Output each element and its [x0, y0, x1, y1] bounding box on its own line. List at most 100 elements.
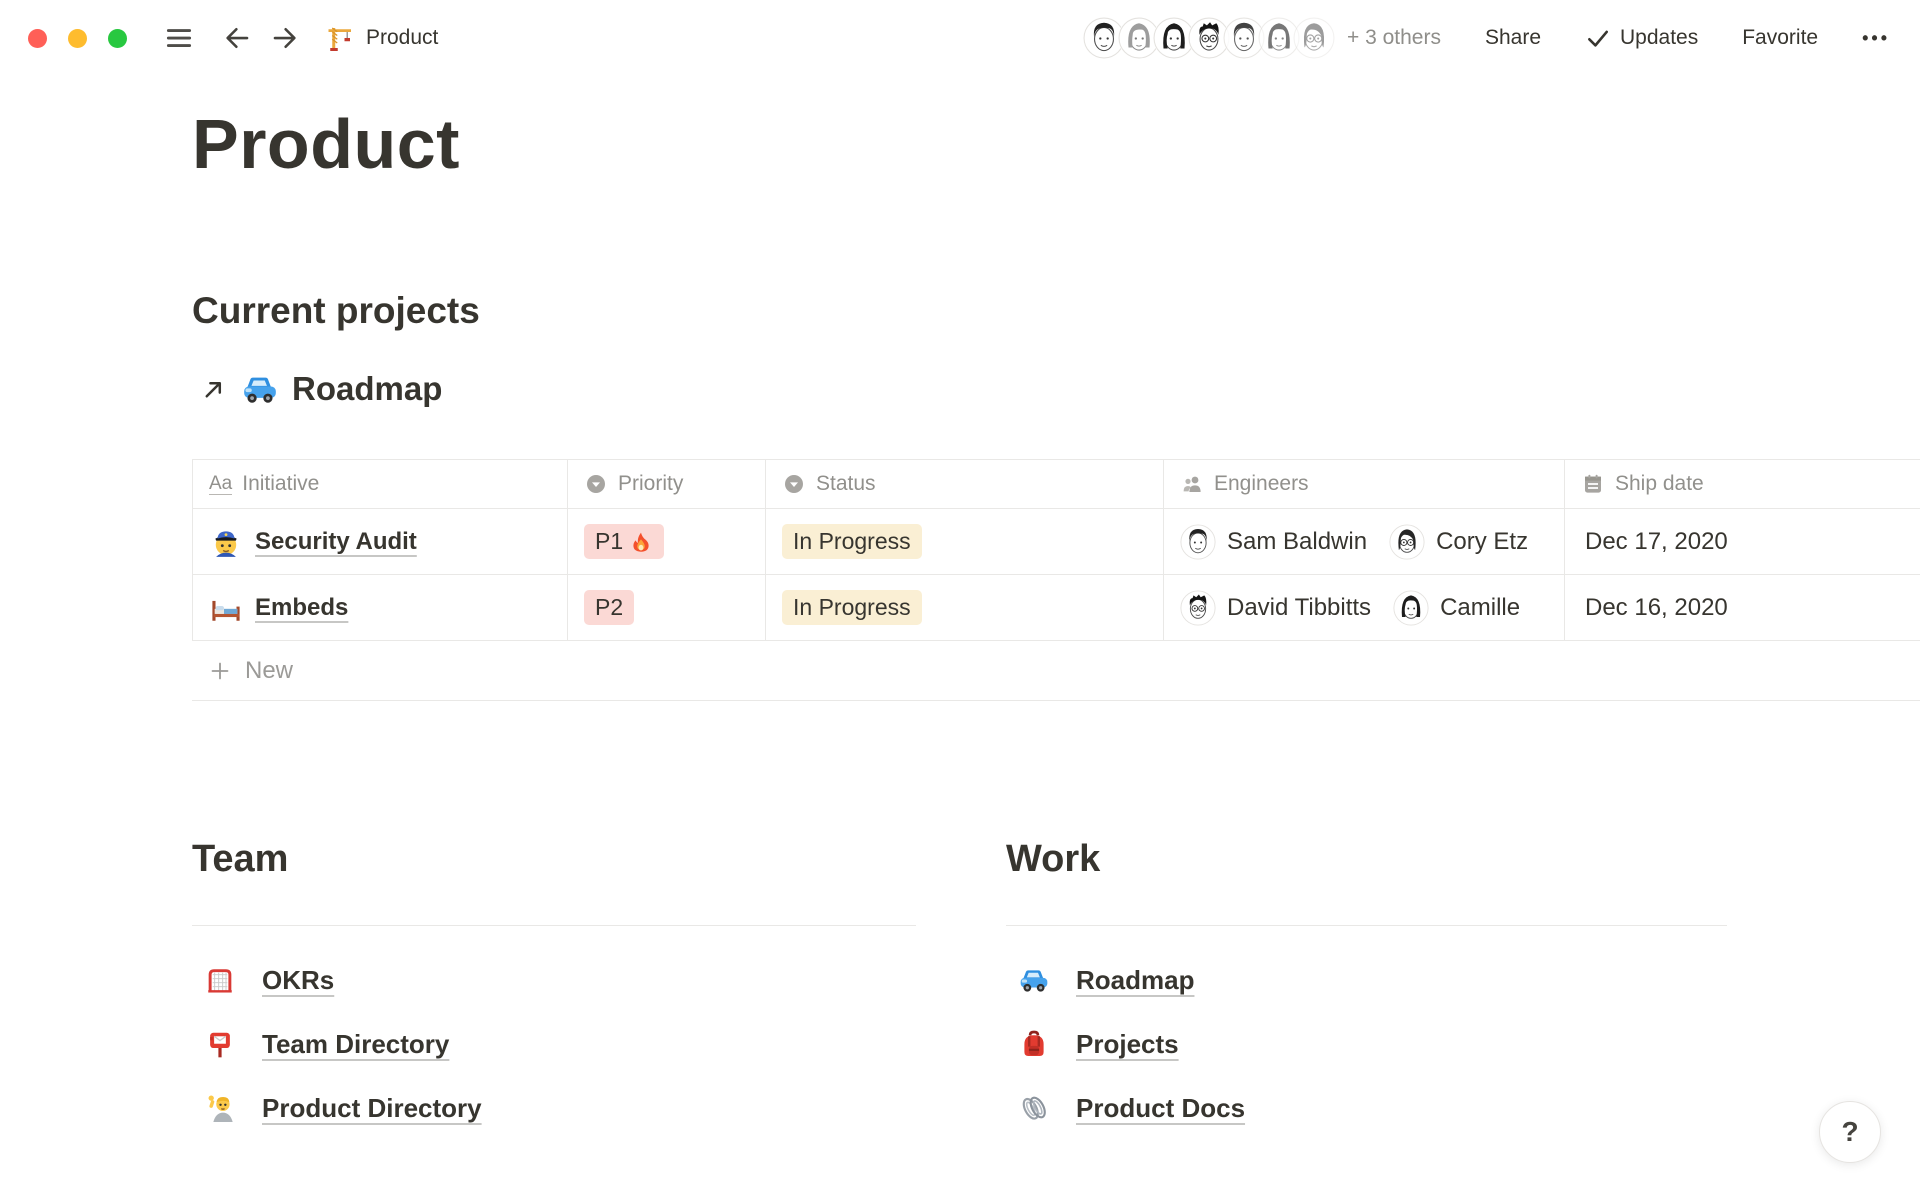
- postbox-icon: [204, 1028, 236, 1060]
- page-link-roadmap[interactable]: Roadmap: [1006, 948, 1727, 1012]
- priority-badge: P2: [584, 590, 635, 625]
- close-window-button[interactable]: [28, 28, 47, 48]
- page-icon-building-construction: [326, 23, 356, 53]
- back-arrow-icon[interactable]: [222, 23, 252, 53]
- avatar: [1292, 17, 1335, 59]
- page-link-label[interactable]: OKRs: [262, 964, 335, 995]
- team-heading: Team: [192, 838, 289, 880]
- person-chip: Sam Baldwin: [1180, 524, 1367, 560]
- fire-icon: [629, 530, 653, 554]
- open-page-arrow-icon: [200, 376, 227, 403]
- zoom-window-button[interactable]: [108, 28, 127, 48]
- database-title[interactable]: Roadmap: [292, 370, 443, 407]
- avatar: [1393, 590, 1429, 626]
- cell-engineers[interactable]: Sam Baldwin Cory Etz: [1164, 509, 1565, 574]
- avatar: [1257, 17, 1300, 59]
- column-header-engineers[interactable]: Engineers: [1164, 460, 1565, 508]
- row-title-link[interactable]: Embeds: [255, 593, 349, 621]
- divider: [192, 925, 916, 926]
- work-section: Work Roadmap Projects Product Docs: [1006, 838, 1727, 1140]
- new-row-button[interactable]: New: [192, 641, 1920, 701]
- table-row-security-audit: Security Audit P1 In Progress Sam Baldwi…: [192, 509, 1920, 575]
- check-icon: [1585, 25, 1611, 51]
- page-title: Product: [192, 105, 460, 183]
- priority-badge: P1: [584, 524, 665, 559]
- team-section: Team OKRs Team Directory Product Directo…: [192, 838, 916, 1140]
- page-link-product-directory[interactable]: Product Directory: [192, 1076, 916, 1140]
- page-link-product-docs[interactable]: Product Docs: [1006, 1076, 1727, 1140]
- share-button[interactable]: Share: [1484, 26, 1542, 49]
- favorite-button[interactable]: Favorite: [1742, 26, 1819, 49]
- police-officer-icon: [209, 525, 243, 559]
- cell-ship-date[interactable]: Dec 16, 2020: [1585, 593, 1728, 621]
- updates-label: Updates: [1620, 26, 1699, 49]
- plus-icon: [208, 659, 232, 683]
- person-chip: Camille: [1393, 590, 1520, 626]
- sidebar-menu-icon[interactable]: [164, 23, 194, 53]
- cell-ship-date[interactable]: Dec 17, 2020: [1585, 527, 1728, 555]
- page-link-team-directory[interactable]: Team Directory: [192, 1012, 916, 1076]
- person-name: David Tibbitts: [1227, 593, 1372, 621]
- cell-status[interactable]: In Progress: [766, 575, 1164, 640]
- people-property-icon: [1180, 472, 1204, 496]
- column-label: Priority: [618, 472, 684, 495]
- person-chip: Cory Etz: [1389, 524, 1528, 560]
- avatar: [1180, 590, 1216, 626]
- breadcrumb-page-title[interactable]: Product: [366, 26, 439, 49]
- collaborator-avatar-stack[interactable]: [1082, 17, 1335, 59]
- cell-initiative[interactable]: Embeds: [193, 575, 568, 640]
- page-link-label[interactable]: Product Directory: [262, 1092, 482, 1123]
- text-property-icon: Aa: [209, 472, 233, 495]
- column-label: Status: [816, 472, 876, 495]
- roadmap-table: Aa Initiative Priority Status Engineers …: [192, 459, 1920, 701]
- page-link-okrs[interactable]: OKRs: [192, 948, 916, 1012]
- status-badge: In Progress: [782, 524, 922, 559]
- column-header-priority[interactable]: Priority: [568, 460, 766, 508]
- column-header-initiative[interactable]: Aa Initiative: [193, 460, 568, 508]
- page-link-label[interactable]: Product Docs: [1076, 1092, 1246, 1123]
- cell-status[interactable]: In Progress: [766, 509, 1164, 574]
- person-chip: David Tibbitts: [1180, 590, 1371, 626]
- help-button[interactable]: ?: [1819, 1101, 1881, 1163]
- avatar: [1389, 524, 1425, 560]
- new-row-label: New: [245, 656, 294, 684]
- column-header-ship-date[interactable]: Ship date: [1565, 460, 1920, 508]
- select-property-icon: [782, 472, 806, 496]
- person-raising-hand-icon: [204, 1092, 236, 1124]
- minimize-window-button[interactable]: [68, 28, 87, 48]
- updates-button[interactable]: Updates: [1585, 25, 1698, 51]
- column-label: Initiative: [242, 472, 320, 495]
- goal-net-icon: [204, 964, 236, 996]
- cell-priority[interactable]: P2: [568, 575, 766, 640]
- cell-priority[interactable]: P1: [568, 509, 766, 574]
- row-title-link[interactable]: Security Audit: [255, 527, 417, 555]
- page-link-label[interactable]: Team Directory: [262, 1028, 450, 1059]
- calendar-property-icon: [1581, 472, 1605, 496]
- page-link-projects[interactable]: Projects: [1006, 1012, 1727, 1076]
- page-link-label[interactable]: Roadmap: [1076, 964, 1195, 995]
- column-header-status[interactable]: Status: [766, 460, 1164, 508]
- blue-car-icon: [1018, 964, 1050, 996]
- work-heading: Work: [1006, 838, 1101, 880]
- person-name: Sam Baldwin: [1227, 527, 1368, 555]
- divider: [1006, 925, 1727, 926]
- backpack-icon: [1018, 1028, 1050, 1060]
- page-link-label[interactable]: Projects: [1076, 1028, 1179, 1059]
- others-count-label[interactable]: + 3 others: [1346, 26, 1441, 49]
- avatar: [1180, 524, 1216, 560]
- cell-initiative[interactable]: Security Audit: [193, 509, 568, 574]
- traffic-lights: [28, 28, 127, 48]
- table-header-row: Aa Initiative Priority Status Engineers …: [192, 459, 1920, 509]
- person-name: Cory Etz: [1436, 527, 1529, 555]
- priority-label: P1: [595, 528, 624, 554]
- forward-arrow-icon[interactable]: [270, 23, 300, 53]
- bed-icon: [209, 591, 243, 625]
- more-options-button[interactable]: •••: [1862, 27, 1890, 48]
- window-titlebar: Product + 3 others Share Updates Favorit…: [0, 0, 1920, 76]
- table-row-embeds: Embeds P2 In Progress David Tibbitts Cam…: [192, 575, 1920, 641]
- select-property-icon: [584, 472, 608, 496]
- current-projects-heading: Current projects: [192, 290, 480, 331]
- roadmap-database-link[interactable]: Roadmap: [200, 370, 442, 408]
- cell-engineers[interactable]: David Tibbitts Camille: [1164, 575, 1565, 640]
- status-badge: In Progress: [782, 590, 922, 625]
